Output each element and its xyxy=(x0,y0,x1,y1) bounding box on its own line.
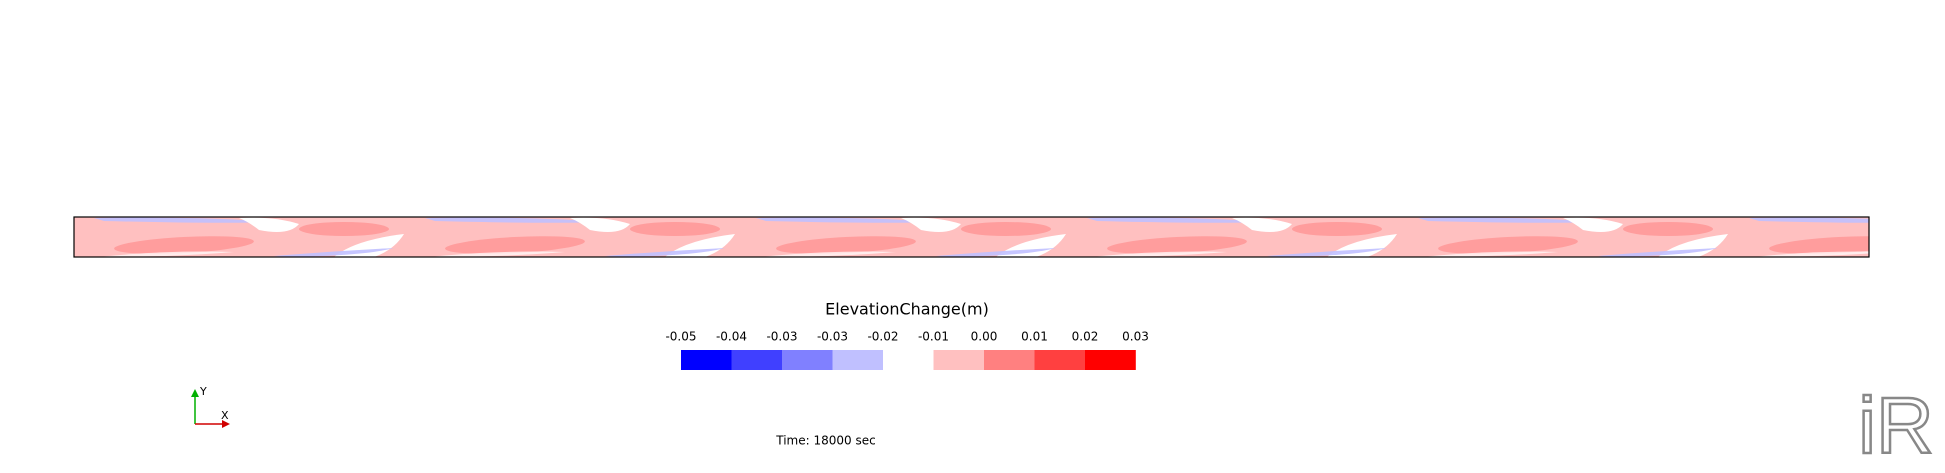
x-arrow-head xyxy=(222,420,230,428)
white-zone xyxy=(430,251,565,257)
colorbar-title: ElevationChange(m) xyxy=(825,300,989,319)
colorbar-segment xyxy=(731,350,783,370)
x-axis-label: X xyxy=(221,409,229,422)
high-zone xyxy=(776,236,916,254)
low-zone xyxy=(0,248,63,257)
colorbar-segment xyxy=(1085,350,1136,370)
colorbar-label: 0.00 xyxy=(971,330,998,344)
low-zone xyxy=(1749,217,1869,223)
colorbar-segment xyxy=(984,350,1035,370)
colorbar-label: 0.02 xyxy=(1072,330,1099,344)
time-label: Time: 18000 sec xyxy=(775,434,875,448)
high-zone xyxy=(1769,236,1869,254)
high-zone xyxy=(1438,236,1578,254)
low-zone xyxy=(936,248,1056,257)
white-zone xyxy=(761,251,896,257)
colorbar-label: -0.05 xyxy=(665,330,696,344)
colorbar-label: 0.01 xyxy=(1021,330,1048,344)
low-zone xyxy=(1087,217,1267,223)
colorbar: -0.05 -0.04 -0.03 -0.03 -0.02 -0.01 0.00 0.01 0.… xyxy=(665,330,1149,370)
colorbar-label: -0.03 xyxy=(817,330,848,344)
white-zone xyxy=(3,234,73,257)
low-zone xyxy=(1418,217,1598,223)
low-zone xyxy=(1598,248,1718,257)
colorbar-segment xyxy=(883,350,934,370)
colorbar-segment xyxy=(681,350,732,370)
white-zone xyxy=(570,217,630,232)
white-zone xyxy=(99,251,234,257)
low-zone xyxy=(756,217,936,223)
high-zone xyxy=(630,222,720,236)
high-zone xyxy=(1623,222,1713,236)
colorbar-segment xyxy=(782,350,833,370)
colorbar-segment xyxy=(832,350,884,370)
high-zone xyxy=(114,236,254,254)
white-zone xyxy=(239,217,299,232)
low-zone xyxy=(1929,248,1945,257)
white-zone xyxy=(1563,217,1623,232)
high-zone xyxy=(1292,222,1382,236)
colorbar-label: -0.02 xyxy=(867,330,898,344)
colorbar-segment xyxy=(933,350,985,370)
low-zone xyxy=(425,217,605,223)
low-zone xyxy=(94,217,274,223)
domain-outline xyxy=(73,216,1870,258)
white-zone xyxy=(901,217,961,232)
contour-field xyxy=(0,217,1945,257)
white-zone xyxy=(1894,218,1945,232)
white-zone xyxy=(1232,217,1292,232)
high-zone xyxy=(1107,236,1247,254)
white-zone xyxy=(1092,251,1227,257)
colorbar-segment xyxy=(1034,350,1086,370)
low-zone xyxy=(605,248,725,257)
colorbar-label: -0.01 xyxy=(918,330,949,344)
y-axis-label: Y xyxy=(199,385,207,398)
white-zone xyxy=(1754,251,1869,257)
high-zone xyxy=(0,222,58,236)
low-zone xyxy=(274,248,394,257)
high-zone xyxy=(445,236,585,254)
axis-triad: Y X xyxy=(191,385,230,428)
y-arrow-head xyxy=(191,389,199,397)
high-zone xyxy=(961,222,1051,236)
colorbar-label: -0.03 xyxy=(766,330,797,344)
white-zone xyxy=(1423,251,1558,257)
logo: iR xyxy=(1858,381,1934,470)
colorbar-label: 0.03 xyxy=(1122,330,1149,344)
colorbar-label: -0.04 xyxy=(716,330,747,344)
high-zone xyxy=(299,222,389,236)
low-zone xyxy=(1267,248,1387,257)
